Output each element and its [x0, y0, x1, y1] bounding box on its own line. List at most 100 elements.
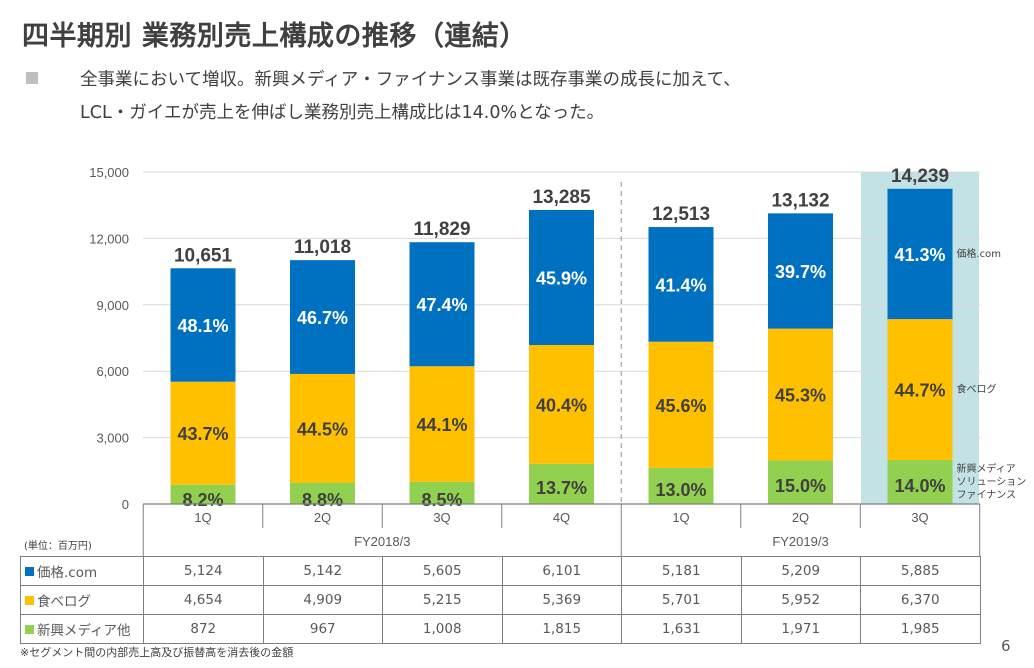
series-side-label: 価格.com	[957, 247, 1002, 260]
table-cell: 5,701	[621, 585, 742, 615]
x-category-label: 1Q	[672, 510, 689, 525]
pct-label: 47.4%	[416, 295, 467, 315]
table-cell: 5,605	[382, 556, 503, 586]
x-category-label: 2Q	[792, 510, 809, 525]
series-side-label: ソリューション	[957, 477, 1027, 488]
pct-label: 14.0%	[894, 476, 945, 496]
table-cell: 5,885	[860, 556, 981, 586]
series-side-label: 食べログ	[957, 383, 997, 396]
pct-label: 40.4%	[536, 395, 587, 415]
total-label: 13,285	[532, 187, 591, 208]
pct-label: 46.7%	[297, 308, 348, 328]
y-tick-label: 9,000	[96, 298, 129, 313]
table-cell: 5,181	[621, 556, 742, 586]
row-label: 食べログ	[37, 594, 91, 610]
pct-label: 44.1%	[416, 415, 467, 435]
legend-swatch-icon	[25, 567, 34, 576]
bar-segment-tabelog	[170, 381, 236, 485]
x-category-label: 3Q	[911, 510, 928, 525]
table-cell: 1,971	[740, 614, 861, 644]
table-row: 価格.com 5,124 5,142 5,605 6,101 5,181 5,209 5,88…	[20, 556, 981, 586]
pct-label: 8.5%	[421, 490, 462, 510]
pct-label: 13.0%	[655, 480, 706, 500]
legend-swatch-icon	[25, 596, 34, 605]
pct-label: 41.4%	[655, 275, 706, 295]
pct-label: 8.8%	[302, 490, 343, 510]
table-cell: 1,815	[501, 614, 622, 644]
bar-segment-new-media	[170, 484, 236, 504]
bar-segment-kakaku	[887, 188, 953, 320]
table-cell: 5,369	[501, 585, 622, 615]
pct-label: 13.7%	[536, 478, 587, 498]
bar-segment-tabelog	[290, 373, 355, 483]
fiscal-year-label: FY2018/3	[354, 534, 410, 549]
bullet-square-icon	[26, 72, 38, 84]
pct-label: 45.3%	[775, 386, 826, 406]
pct-label: 44.5%	[297, 419, 348, 439]
total-label: 11,018	[294, 237, 351, 258]
bar-segment-kakaku	[290, 260, 355, 374]
table-cell: 967	[262, 614, 383, 644]
table-cell: 872	[143, 614, 264, 644]
bar-segment-new-media	[648, 467, 714, 504]
fiscal-year-label: FY2019/3	[772, 534, 828, 549]
bar-segment-new-media	[290, 482, 355, 504]
pct-label: 45.9%	[536, 268, 587, 288]
table-cell: 6,370	[860, 585, 981, 615]
table-cell: 4,909	[262, 585, 383, 615]
row-header: 価格.com	[20, 556, 144, 586]
bar-segment-new-media	[409, 481, 475, 504]
bar-segment-new-media	[887, 460, 953, 504]
total-label: 13,132	[771, 190, 829, 211]
table-cell: 5,142	[262, 556, 383, 586]
bar-segment-tabelog	[409, 366, 475, 482]
bar-segment-kakaku	[648, 227, 714, 342]
bar-segment-kakaku	[768, 213, 833, 329]
page-number: 6	[1001, 637, 1011, 655]
table-cell: 1,008	[382, 614, 503, 644]
pct-label: 44.7%	[894, 381, 945, 401]
x-category-label: 1Q	[194, 510, 211, 525]
pct-label: 8.2%	[182, 490, 223, 510]
unit-label: (単位：百万円)	[24, 541, 92, 552]
bar-segment-tabelog	[648, 341, 714, 468]
total-label: 14,239	[891, 166, 949, 187]
bar-segment-kakaku	[529, 209, 594, 345]
table-cell: 1,985	[860, 614, 981, 644]
y-tick-label: 6,000	[96, 364, 129, 379]
y-tick-label: 12,000	[89, 231, 129, 246]
summary-line-1: 全事業において増収。新興メディア・ファイナンス事業は既存事業の成長に加えて、	[80, 70, 741, 90]
bar-segment-tabelog	[768, 328, 833, 461]
y-tick-label: 0	[122, 497, 129, 512]
pct-label: 15.0%	[775, 476, 826, 496]
pct-label: 48.1%	[177, 316, 228, 336]
row-label: 価格.com	[37, 565, 98, 581]
total-label: 10,651	[174, 245, 233, 266]
summary-line-2: LCL・ガイエが売上を伸ばし業務別売上構成比は14.0%となった。	[80, 103, 605, 123]
series-side-label: 新興メディア	[957, 462, 1016, 475]
bar-segment-tabelog	[529, 344, 594, 464]
bar-segment-new-media	[768, 460, 833, 504]
page-title: 四半期別 業務別売上構成の推移（連結）	[22, 21, 527, 52]
table-cell: 4,654	[143, 585, 264, 615]
table-cell: 5,124	[143, 556, 264, 586]
x-category-label: 4Q	[553, 510, 570, 525]
table-row: 食べログ 4,654 4,909 5,215 5,369 5,701 5,952 6,370	[20, 585, 981, 615]
table-row: 新興メディア他 872 967 1,008 1,815 1,631 1,971 1,985	[20, 614, 981, 644]
pct-label: 45.6%	[655, 396, 706, 416]
table-cell: 1,631	[621, 614, 742, 644]
pct-label: 43.7%	[177, 424, 228, 444]
footnote: ※セグメント間の内部売上高及び振替高を消去後の金額	[20, 646, 294, 659]
row-header: 食べログ	[20, 585, 144, 615]
row-header: 新興メディア他	[20, 614, 144, 644]
series-side-label: ファイナンス	[957, 489, 1017, 501]
total-label: 11,829	[413, 219, 470, 240]
table-cell: 5,952	[740, 585, 861, 615]
pct-label: 39.7%	[775, 262, 826, 282]
y-tick-label: 15,000	[89, 165, 129, 180]
bar-segment-kakaku	[170, 268, 236, 382]
x-category-label: 3Q	[433, 510, 450, 525]
table-cell: 5,209	[740, 556, 861, 586]
x-category-label: 2Q	[314, 510, 331, 525]
